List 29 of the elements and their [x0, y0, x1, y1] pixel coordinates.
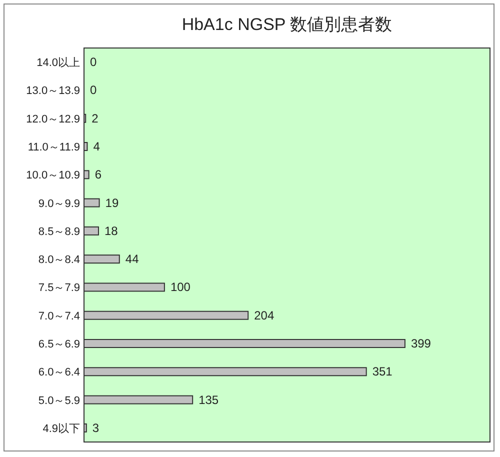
data-label: 0 [90, 55, 97, 70]
data-label: 4 [93, 140, 100, 154]
y-tick-label: 14.0以上 [36, 56, 80, 70]
data-label: 399 [410, 336, 432, 350]
y-tick-label: 6.5～6.9 [38, 338, 80, 350]
y-tick-label: 7.5～7.9 [38, 282, 80, 294]
y-tick-label: 9.0～9.9 [38, 198, 80, 210]
y-tick-label: 10.0～10.9 [26, 170, 80, 182]
data-label: 18 [104, 224, 118, 238]
data-label: 44 [125, 252, 140, 266]
data-label: 135 [198, 392, 219, 407]
data-label: 0 [90, 83, 97, 98]
chart-title: HbA1c NGSP 数値別患者数 [182, 15, 392, 34]
y-tick-label: 13.0～13.9 [26, 85, 80, 98]
y-tick-label: 7.0～7.4 [38, 310, 80, 322]
y-tick-label: 11.0～11.9 [28, 142, 80, 154]
y-tick-label: 12.0～12.9 [26, 113, 80, 126]
data-label: 351 [372, 364, 393, 379]
data-label: 6 [94, 168, 102, 182]
y-tick-label: 5.0～5.9 [38, 394, 80, 407]
data-label: 19 [105, 196, 119, 210]
y-tick-label: 8.5～8.9 [38, 226, 80, 238]
data-label: 204 [254, 308, 274, 322]
y-tick-label: 6.0～6.4 [38, 366, 80, 379]
data-label: 2 [92, 111, 99, 126]
data-label: 100 [170, 280, 191, 294]
y-tick-label: 8.0～8.4 [38, 254, 80, 266]
data-label: 3 [92, 420, 100, 435]
y-tick-label: 4.9以下 [42, 422, 80, 435]
